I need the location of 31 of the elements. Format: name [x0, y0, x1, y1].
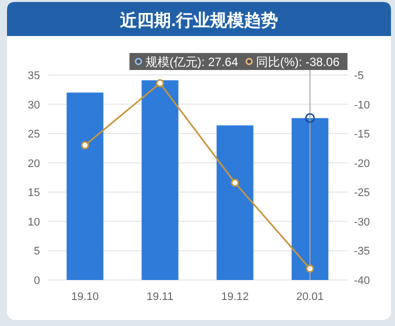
bar	[216, 125, 254, 280]
y-tick-label: 5	[34, 246, 40, 258]
y-tick-label: 0	[34, 275, 40, 287]
text: 规模(亿元): 27.64	[145, 55, 238, 69]
x-tick-label: 19.12	[221, 291, 249, 303]
bar	[142, 80, 178, 280]
point	[80, 141, 90, 150]
x-tick-label: 19.11	[146, 291, 174, 303]
y2-tick-label: -40	[354, 275, 370, 287]
text: 同比(%): -38.06	[256, 55, 340, 69]
y2-tick-label: -10	[354, 99, 370, 112]
y-tick-label: 35	[28, 70, 40, 82]
bar	[66, 92, 104, 280]
y2-tick-label: -30	[354, 216, 370, 228]
point	[230, 178, 240, 187]
bar	[292, 118, 328, 280]
y2-tick-label: -20	[354, 158, 370, 170]
y-tick-label: 25	[28, 128, 40, 141]
chart-title: 近四期.行业规模趋势	[119, 11, 278, 30]
x-tick-label: 19.10	[71, 291, 99, 303]
y2-tick-label: -35	[354, 246, 370, 258]
y2-tick-label: -5	[354, 70, 364, 82]
point	[156, 79, 164, 88]
y2-tick-label: -15	[354, 128, 370, 141]
y-tick-label: 15	[28, 187, 40, 200]
y2-tick-label: -25	[354, 187, 370, 200]
y-tick-label: 20	[28, 158, 40, 170]
point	[306, 264, 314, 273]
y-tick-label: 10	[28, 216, 40, 228]
y-tick-label: 30	[28, 99, 40, 112]
x-tick-label: 20.01	[296, 291, 324, 303]
